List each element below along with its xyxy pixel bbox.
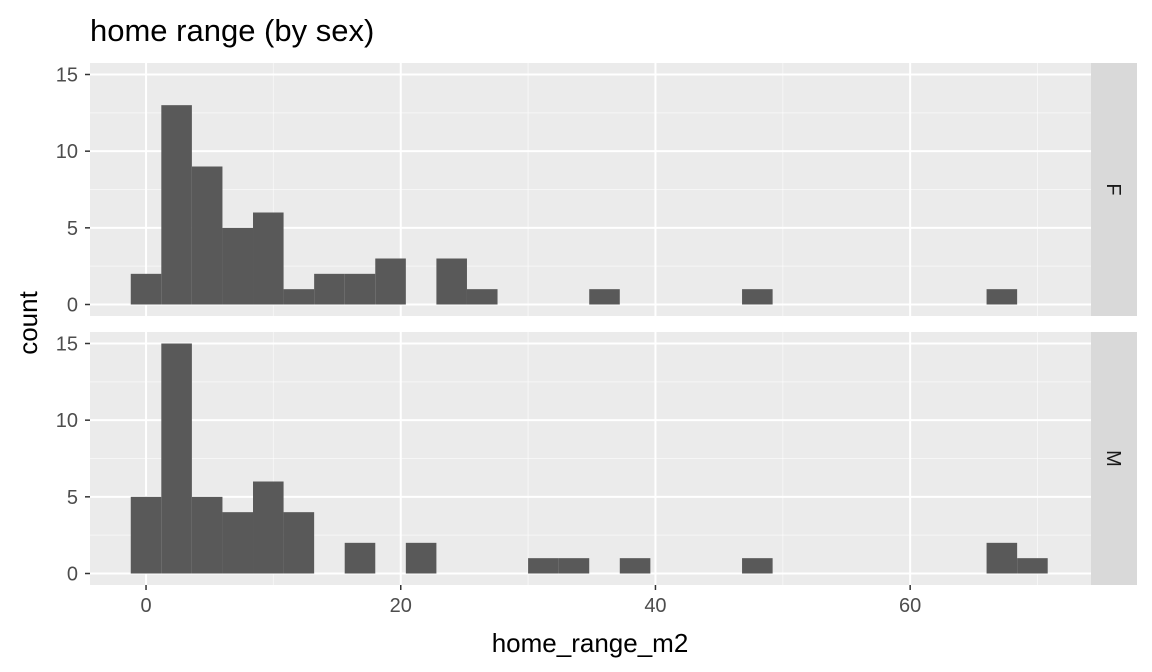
x-tick-label: 40 — [644, 595, 666, 617]
histogram-bar — [405, 542, 437, 574]
y-tick-label: 5 — [67, 218, 78, 240]
y-tick-label: 5 — [67, 487, 78, 509]
histogram-bar — [253, 212, 284, 305]
y-tick-label: 10 — [56, 141, 78, 163]
histogram-bar — [314, 273, 345, 305]
histogram-bar — [619, 558, 651, 574]
histogram-bar — [253, 481, 284, 574]
histogram-bar — [222, 227, 254, 305]
histogram-bar — [161, 105, 192, 305]
facet-strip-label: M — [1102, 450, 1124, 467]
x-axis-title: home_range_m2 — [492, 628, 689, 658]
histogram-bar — [283, 289, 315, 305]
histogram-bar — [344, 273, 376, 305]
y-axis-title: count — [13, 290, 43, 354]
histogram-bar — [130, 273, 162, 305]
histogram-bar — [222, 512, 254, 574]
histogram-bar — [466, 289, 498, 305]
histogram-bar — [436, 258, 467, 305]
x-tick-label: 60 — [899, 595, 921, 617]
histogram-bar — [558, 558, 590, 574]
histogram-bar — [191, 496, 223, 574]
chart-title: home range (by sex) — [90, 13, 374, 48]
x-tick-label: 0 — [140, 595, 151, 617]
facet-strip — [1091, 332, 1137, 585]
histogram-bar — [528, 558, 559, 574]
histogram-bar — [742, 289, 773, 305]
y-tick-label: 15 — [56, 334, 78, 356]
histogram-bar — [589, 289, 620, 305]
facet-panel-F: 0 5 10 15 F — [56, 63, 1137, 317]
facet-panel-M: 0 5 10 15 M — [56, 332, 1137, 586]
facet-strip-label: F — [1102, 183, 1124, 195]
histogram-bar — [986, 289, 1018, 305]
histogram-bar — [344, 542, 376, 574]
histogram-bar — [130, 496, 162, 574]
y-tick-label: 0 — [67, 295, 78, 317]
histogram-bar — [283, 512, 315, 574]
y-tick-label: 0 — [67, 564, 78, 586]
histogram-bar — [375, 258, 406, 305]
histogram-bar — [986, 542, 1018, 574]
histogram-bar — [742, 558, 773, 574]
y-tick-label: 15 — [56, 65, 78, 87]
x-tick-label: 20 — [390, 595, 412, 617]
histogram-bar — [191, 166, 223, 305]
facet-panels: 0 5 10 15 F 0 5 10 15 M — [56, 63, 1137, 586]
histogram-bar — [1017, 558, 1048, 574]
facet-strip — [1091, 63, 1137, 316]
x-axis: 0 20 40 60 — [140, 585, 921, 617]
y-tick-label: 10 — [56, 410, 78, 432]
histogram-bar — [161, 343, 192, 574]
